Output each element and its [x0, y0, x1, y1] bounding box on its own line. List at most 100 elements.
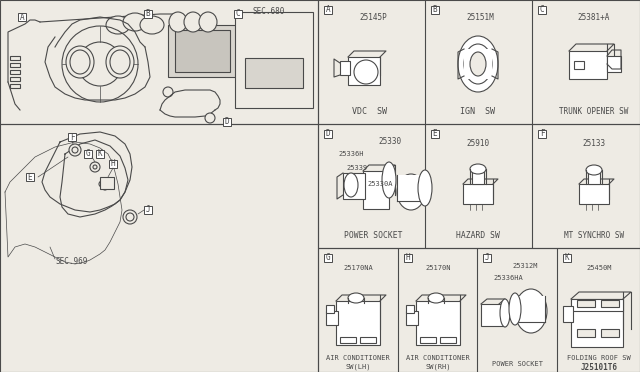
Text: AIR CONDITIONER: AIR CONDITIONER: [406, 355, 470, 361]
Bar: [431, 130, 439, 138]
Bar: [10, 63, 20, 67]
Text: J: J: [484, 253, 490, 263]
Bar: [235, 12, 313, 108]
Ellipse shape: [470, 52, 486, 76]
Bar: [588, 170, 600, 184]
Ellipse shape: [397, 174, 425, 210]
Text: A: A: [326, 6, 330, 15]
Text: G: G: [86, 150, 90, 158]
Bar: [481, 304, 505, 326]
Bar: [569, 51, 607, 79]
Bar: [538, 130, 546, 138]
Bar: [607, 56, 621, 72]
Bar: [340, 337, 356, 343]
Ellipse shape: [458, 36, 498, 92]
Bar: [318, 0, 640, 124]
Bar: [563, 306, 573, 322]
Text: H: H: [406, 253, 410, 263]
Bar: [431, 6, 439, 14]
Bar: [360, 337, 376, 343]
Text: 25381+A: 25381+A: [578, 13, 610, 22]
Text: 25910: 25910: [467, 140, 490, 148]
Bar: [577, 329, 595, 337]
Text: 25151M: 25151M: [466, 13, 494, 22]
Ellipse shape: [464, 44, 492, 84]
Bar: [336, 301, 380, 345]
Bar: [144, 10, 152, 18]
Bar: [168, 25, 236, 77]
Circle shape: [99, 181, 105, 187]
Bar: [363, 171, 389, 209]
Text: F: F: [540, 129, 544, 138]
Text: J: J: [146, 205, 150, 215]
Circle shape: [72, 147, 78, 153]
Ellipse shape: [140, 16, 164, 34]
Ellipse shape: [515, 289, 547, 333]
Ellipse shape: [123, 13, 147, 31]
Text: 25339: 25339: [346, 165, 367, 171]
Circle shape: [163, 87, 173, 97]
Ellipse shape: [66, 46, 94, 78]
Text: J25101T6: J25101T6: [580, 362, 618, 372]
Bar: [515, 296, 545, 322]
Circle shape: [69, 144, 81, 156]
Bar: [464, 49, 492, 79]
Text: SW(RH): SW(RH): [425, 364, 451, 370]
Text: SEC.969: SEC.969: [55, 257, 88, 266]
Ellipse shape: [382, 162, 396, 198]
Circle shape: [205, 113, 215, 123]
Bar: [109, 160, 117, 168]
Bar: [579, 184, 609, 204]
Text: B: B: [433, 6, 437, 15]
Text: TRUNK OPENER SW: TRUNK OPENER SW: [559, 108, 628, 116]
Text: FOLDING ROOF SW: FOLDING ROOF SW: [567, 355, 631, 361]
Text: 25170NA: 25170NA: [343, 265, 373, 271]
Bar: [175, 30, 230, 72]
Text: C: C: [540, 6, 544, 15]
Bar: [340, 61, 350, 75]
Text: POWER SOCKET: POWER SOCKET: [344, 231, 403, 241]
Bar: [571, 299, 623, 347]
Text: VDC  SW: VDC SW: [353, 108, 387, 116]
Text: F: F: [70, 132, 74, 141]
Text: SEC.680: SEC.680: [253, 7, 285, 16]
Text: D: D: [225, 118, 229, 126]
Bar: [571, 299, 623, 311]
Ellipse shape: [418, 170, 432, 206]
Circle shape: [126, 213, 134, 221]
Bar: [324, 130, 332, 138]
Circle shape: [93, 165, 97, 169]
Text: HAZARD SW: HAZARD SW: [456, 231, 500, 241]
Bar: [483, 254, 491, 262]
Bar: [100, 177, 114, 189]
Bar: [397, 175, 425, 201]
Bar: [223, 118, 231, 126]
Bar: [234, 10, 242, 18]
Bar: [406, 311, 418, 325]
Circle shape: [102, 184, 108, 190]
Bar: [538, 6, 546, 14]
Circle shape: [354, 60, 378, 84]
Bar: [343, 173, 365, 199]
Text: 25336HA: 25336HA: [493, 275, 523, 281]
Circle shape: [90, 162, 100, 172]
Text: AIR CONDITIONER: AIR CONDITIONER: [326, 355, 390, 361]
Bar: [420, 337, 436, 343]
Bar: [563, 254, 571, 262]
Text: A: A: [20, 13, 24, 22]
Bar: [326, 311, 338, 325]
Bar: [404, 254, 412, 262]
Ellipse shape: [470, 164, 486, 174]
Ellipse shape: [344, 173, 358, 197]
Bar: [0, 124, 318, 372]
Bar: [577, 300, 595, 307]
Bar: [144, 206, 152, 214]
Ellipse shape: [428, 293, 444, 303]
Text: E: E: [433, 129, 437, 138]
Bar: [84, 150, 92, 158]
Ellipse shape: [509, 293, 521, 325]
Ellipse shape: [500, 299, 510, 327]
Ellipse shape: [106, 16, 130, 34]
Bar: [348, 57, 380, 85]
Ellipse shape: [70, 50, 90, 74]
